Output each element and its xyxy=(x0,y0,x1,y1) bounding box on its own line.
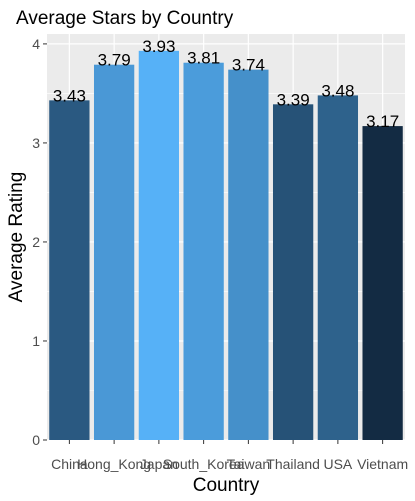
bar-thailand xyxy=(272,104,314,441)
chart-title: Average Stars by Country xyxy=(16,8,234,29)
data-label: 3.79 xyxy=(98,51,131,70)
data-label: 3.39 xyxy=(277,90,310,109)
bar-japan xyxy=(138,50,180,441)
x-tick-label: South_Korea xyxy=(163,456,245,472)
x-tick-label: Thailand xyxy=(266,456,320,472)
data-label: 3.81 xyxy=(187,49,220,68)
y-tick-label: 2 xyxy=(32,234,40,250)
x-tick-label: USA xyxy=(323,456,352,472)
data-label: 3.43 xyxy=(53,86,86,105)
data-label: 3.17 xyxy=(366,112,399,131)
bar-south-korea xyxy=(183,62,224,440)
bars xyxy=(49,50,403,441)
y-tick-label: 0 xyxy=(32,432,40,448)
y-axis-ticks: 0 1 2 3 4 xyxy=(32,36,47,448)
x-axis-ticks: ChinaHong_KongJapanSouth_KoreaTaiwanThai… xyxy=(51,440,408,472)
data-label: 3.93 xyxy=(142,37,175,56)
bar-china xyxy=(49,100,90,440)
x-tick-label: Hong_Kong xyxy=(77,456,151,472)
y-tick-label: 3 xyxy=(32,135,40,151)
bar-vietnam xyxy=(362,126,403,440)
x-tick-label: China xyxy=(51,456,88,472)
x-tick-label: Japan xyxy=(140,456,178,472)
data-label: 3.48 xyxy=(321,81,354,100)
x-axis-title: Country xyxy=(193,475,260,496)
bar-hong-kong xyxy=(93,64,135,440)
data-label: 3.74 xyxy=(232,56,265,75)
y-tick-label: 4 xyxy=(32,36,40,52)
bar-taiwan xyxy=(228,69,269,441)
bar-usa xyxy=(317,95,359,441)
y-axis-title: Average Rating xyxy=(6,172,27,303)
x-tick-label: Taiwan xyxy=(227,456,271,472)
y-tick-label: 1 xyxy=(32,333,40,349)
data-labels: 3.43 3.79 3.93 3.81 3.74 3.39 3.48 3.17 xyxy=(53,37,399,131)
x-tick-label: Vietnam xyxy=(357,456,408,472)
